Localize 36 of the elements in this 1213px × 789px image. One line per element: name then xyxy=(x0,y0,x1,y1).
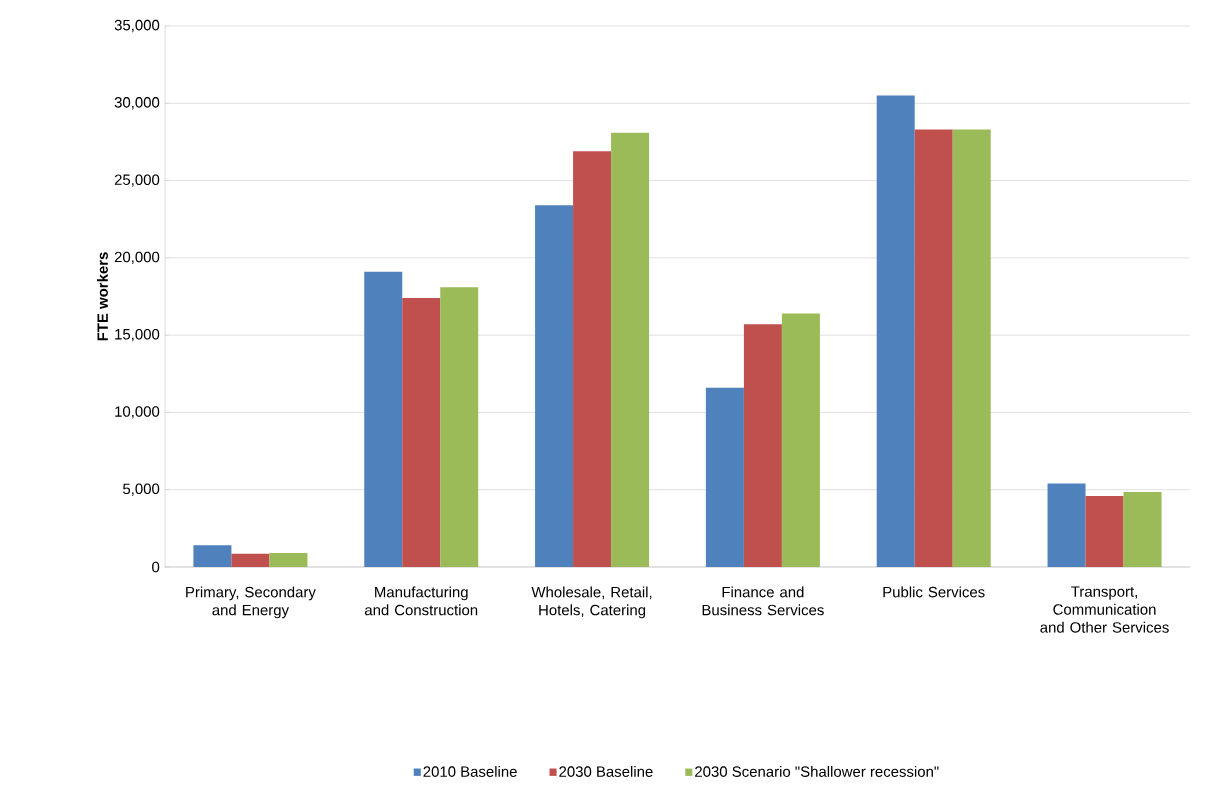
bar xyxy=(876,95,915,567)
legend-label: 2030 Scenario "Shallower recession" xyxy=(695,765,939,777)
bar xyxy=(364,271,403,567)
bar xyxy=(535,205,574,567)
bar xyxy=(1047,483,1086,567)
bar xyxy=(1123,492,1162,567)
y-tick-label: 0 xyxy=(152,561,160,573)
y-tick-label: 10,000 xyxy=(115,406,160,419)
bar xyxy=(743,324,782,567)
bar xyxy=(269,553,308,567)
bar xyxy=(402,298,441,567)
x-tick-label: Finance and Business Services xyxy=(702,586,824,616)
bar xyxy=(611,132,650,567)
bar xyxy=(705,387,744,567)
y-tick-label: 20,000 xyxy=(114,251,160,265)
bar xyxy=(781,313,820,567)
x-tick-label: Transport, Communication and Other Services xyxy=(1040,586,1169,633)
bar xyxy=(231,553,270,567)
bar xyxy=(914,129,953,567)
legend-label: 2010 Baseline xyxy=(423,765,517,777)
bar xyxy=(1085,495,1124,567)
y-tick-label: 5,000 xyxy=(123,483,160,496)
y-tick-label: 25,000 xyxy=(114,174,160,187)
bar xyxy=(952,129,991,567)
bar xyxy=(440,287,479,567)
bar xyxy=(573,151,612,567)
x-tick-label: Wholesale, Retail, Hotels, Catering xyxy=(531,586,652,619)
y-axis-title: FTE workers xyxy=(96,252,108,341)
y-tick-label: 15,000 xyxy=(115,328,160,342)
legend-label: 2030 Baseline xyxy=(559,765,653,777)
bar xyxy=(193,545,232,567)
x-tick-label: Manufacturing and Construction xyxy=(364,586,478,616)
y-tick-label: 35,000 xyxy=(114,19,160,33)
x-tick-label: Public Services xyxy=(883,586,985,598)
x-tick-label: Primary, Secondary and Energy xyxy=(186,586,316,619)
y-tick-label: 30,000 xyxy=(114,97,160,110)
